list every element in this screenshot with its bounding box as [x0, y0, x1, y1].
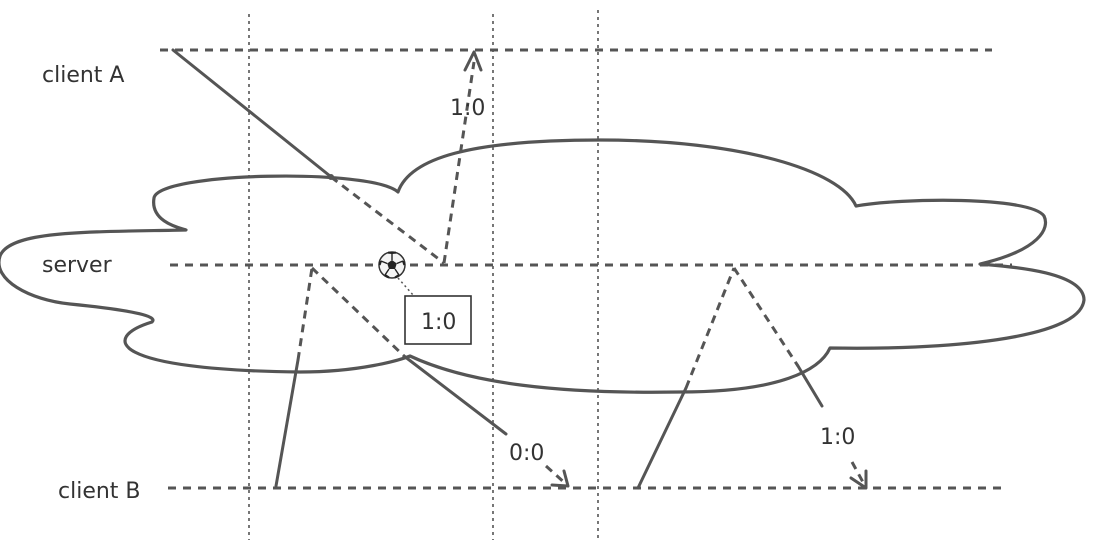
server-to-client-b-first-net — [310, 266, 406, 358]
client-b-input-line — [274, 358, 300, 488]
client-b-first-arrowhead — [550, 469, 570, 488]
server-cloud — [0, 138, 1086, 394]
client-b-second-arrowhead — [849, 469, 868, 490]
server-to-client-b-second-line — [796, 364, 824, 408]
server-to-client-b-first-tail — [544, 464, 568, 486]
server-state-box — [404, 295, 472, 345]
server-label: server — [42, 253, 113, 278]
server-to-client-b-second-net — [732, 267, 800, 367]
server-to-client-a-line — [442, 61, 476, 264]
client-b-input-in-network — [296, 267, 314, 361]
client-a-input-in-network — [330, 175, 445, 265]
score-server-state: 1:0 — [421, 310, 456, 335]
server-state-leader — [397, 277, 415, 297]
client-b-label: client B — [58, 479, 141, 504]
client-a-arrowhead — [463, 50, 483, 72]
server-to-client-b-second-tail — [850, 461, 866, 485]
client-a-input-line — [171, 48, 332, 178]
score-to-client-a: 1:0 — [450, 96, 485, 121]
client-b-second-input-line — [636, 386, 688, 490]
server-to-client-b-first-line — [402, 354, 508, 436]
score-to-client-b-first: 0:0 — [509, 441, 544, 466]
score-to-client-b-second: 1:0 — [820, 425, 855, 450]
client-b-second-input-in-network — [684, 267, 736, 389]
soccer-ball-icon — [378, 251, 406, 279]
client-a-label: client A — [42, 63, 124, 88]
